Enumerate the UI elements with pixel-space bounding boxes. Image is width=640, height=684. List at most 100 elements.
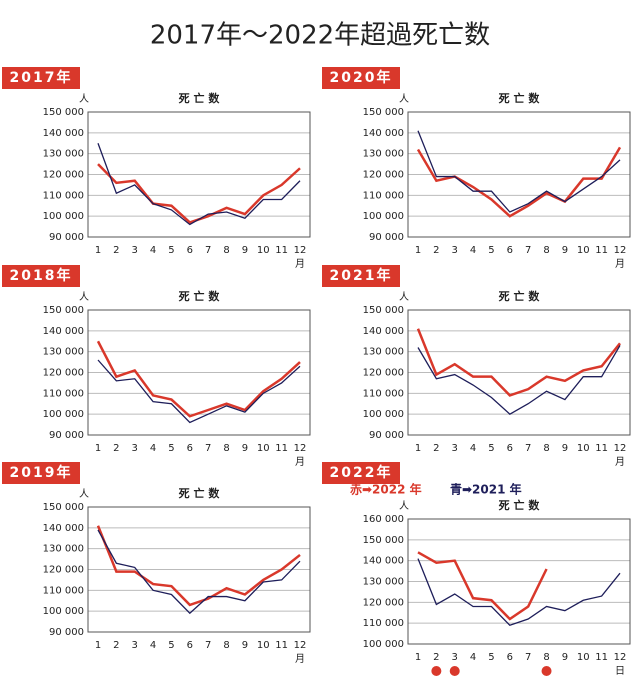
y-tick-label: 100 000	[43, 606, 84, 617]
y-tick-label: 130 000	[363, 149, 404, 160]
x-tick-label: 1	[95, 443, 101, 454]
x-tick-label: 10	[577, 443, 590, 454]
y-tick-label: 150 000	[43, 107, 84, 118]
x-unit: 日	[615, 666, 625, 677]
year-badge: 2020年	[330, 69, 393, 86]
x-tick-label: 4	[470, 652, 476, 663]
series-line	[97, 143, 301, 226]
x-tick-label: 9	[242, 640, 248, 651]
x-tick-label: 2	[433, 443, 439, 454]
x-tick-label: 5	[488, 652, 494, 663]
year-badge: 2018年	[10, 267, 73, 284]
y-tick-label: 120 000	[43, 565, 84, 576]
highlight-dot	[541, 666, 552, 676]
x-tick-label: 6	[507, 245, 513, 256]
x-tick-label: 12	[294, 640, 307, 651]
series-line	[416, 328, 621, 397]
x-tick-label: 11	[595, 652, 608, 663]
x-tick-label: 11	[595, 245, 608, 256]
y-tick-label: 90 000	[49, 232, 84, 243]
series-line	[417, 345, 621, 415]
y-tick-label: 140 000	[43, 326, 84, 337]
series-line	[417, 130, 621, 213]
x-tick-label: 1	[95, 245, 101, 256]
x-tick-label: 2	[113, 245, 119, 256]
x-tick-label: 1	[415, 245, 421, 256]
series-line	[416, 146, 622, 218]
y-tick-label: 110 000	[363, 190, 404, 201]
y-tick-label: 150 000	[43, 502, 84, 513]
panel-title: 死 亡 数	[499, 289, 541, 303]
year-badge: 2021年	[330, 267, 393, 284]
y-tick-label: 160 000	[363, 514, 404, 525]
series-line	[417, 551, 548, 621]
year-badge-bg	[322, 462, 400, 484]
x-tick-label: 4	[150, 443, 156, 454]
y-tick-label: 130 000	[363, 577, 404, 588]
x-tick-label: 3	[452, 652, 458, 663]
x-tick-label: 8	[543, 443, 549, 454]
x-tick-label: 1	[415, 443, 421, 454]
x-tick-label: 11	[275, 640, 288, 651]
y-tick-label: 150 000	[363, 305, 404, 316]
panel-title: 死 亡 数	[179, 289, 221, 303]
year-badge-bg	[2, 67, 80, 89]
x-tick-label: 9	[562, 245, 568, 256]
x-tick-label: 7	[525, 245, 531, 256]
plot-frame	[407, 518, 631, 645]
y-tick-label: 110 000	[43, 585, 84, 596]
x-tick-label: 9	[562, 652, 568, 663]
series-line	[96, 340, 301, 418]
x-unit: 月	[295, 456, 305, 468]
x-unit: 月	[295, 653, 305, 665]
y-tick-label: 100 000	[363, 211, 404, 222]
x-tick-label: 8	[543, 652, 549, 663]
y-tick-label: 150 000	[363, 535, 404, 546]
legend-entry: 赤➡2022 年	[350, 482, 422, 497]
plot-frame	[87, 506, 311, 633]
x-tick-label: 9	[562, 443, 568, 454]
x-tick-label: 3	[132, 443, 138, 454]
y-tick-label: 110 000	[43, 190, 84, 201]
x-tick-label: 5	[168, 245, 174, 256]
y-tick-label: 150 000	[43, 305, 84, 316]
y-tick-label: 140 000	[363, 128, 404, 139]
x-tick-label: 2	[433, 652, 439, 663]
x-tick-label: 8	[543, 245, 549, 256]
x-tick-label: 6	[187, 245, 193, 256]
y-tick-label: 120 000	[43, 368, 84, 379]
x-tick-label: 12	[614, 652, 627, 663]
series-line	[417, 558, 621, 626]
plot-frame	[407, 309, 631, 436]
year-badge-bg	[322, 265, 400, 287]
x-tick-label: 9	[242, 443, 248, 454]
x-unit: 月	[615, 456, 625, 468]
legend-entry: 青➡2021 年	[450, 482, 522, 497]
x-tick-label: 7	[205, 640, 211, 651]
y-tick-label: 120 000	[363, 170, 404, 181]
x-tick-label: 4	[150, 245, 156, 256]
x-tick-label: 6	[187, 443, 193, 454]
year-badge-bg	[2, 462, 80, 484]
x-tick-label: 3	[452, 443, 458, 454]
x-tick-label: 4	[470, 443, 476, 454]
y-tick-label: 130 000	[363, 347, 404, 358]
plot-frame	[87, 309, 311, 436]
x-unit: 月	[615, 258, 625, 270]
y-tick-label: 100 000	[363, 409, 404, 420]
x-tick-label: 10	[257, 640, 270, 651]
x-tick-label: 3	[132, 245, 138, 256]
series-line	[97, 359, 301, 424]
x-tick-label: 4	[470, 245, 476, 256]
x-tick-label: 5	[168, 640, 174, 651]
plot-frame	[87, 111, 311, 238]
y-tick-label: 90 000	[49, 627, 84, 638]
year-badge: 2019年	[10, 464, 73, 481]
panel-title: 死 亡 数	[179, 486, 221, 500]
x-tick-label: 11	[275, 443, 288, 454]
y-tick-label: 140 000	[43, 523, 84, 534]
y-tick-label: 140 000	[363, 326, 404, 337]
year-badge-bg	[2, 265, 80, 287]
x-tick-label: 12	[294, 443, 307, 454]
